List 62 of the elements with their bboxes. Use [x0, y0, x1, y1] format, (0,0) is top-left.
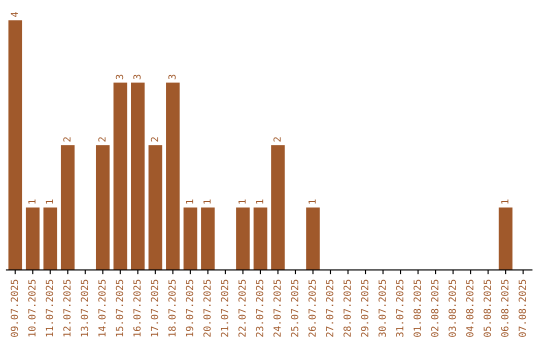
bar [254, 208, 268, 270]
x-tick-label: 13.07.2025 [80, 280, 88, 336]
data-label: 3 [116, 74, 124, 80]
bar [43, 208, 58, 270]
x-tick-label: 15.07.2025 [116, 280, 124, 336]
bar [306, 208, 320, 270]
data-label: 1 [46, 200, 53, 204]
data-label: 2 [150, 137, 158, 142]
bar [60, 145, 75, 270]
bar [271, 145, 285, 270]
data-label: 2 [63, 137, 70, 142]
x-tick-label: 31.07.2025 [396, 280, 404, 337]
data-label: 3 [133, 74, 141, 80]
bar [26, 208, 40, 270]
x-tick-label: 14.07.2025 [98, 280, 106, 336]
bar [113, 82, 128, 270]
data-label: 4 [10, 12, 18, 17]
data-label: 1 [256, 200, 264, 204]
x-tick-label: 12.07.2025 [63, 280, 71, 336]
x-tick-label: 29.07.2025 [361, 280, 368, 337]
x-tick-label: 19.07.2025 [186, 280, 194, 336]
data-label: 1 [204, 200, 211, 204]
data-label: 2 [98, 137, 106, 142]
data-label: 1 [186, 200, 194, 204]
bar [148, 145, 162, 270]
x-tick-label: 11.07.2025 [46, 280, 54, 336]
x-tick-label: 22.07.2025 [238, 280, 246, 337]
x-tick-label: 17.07.2025 [150, 280, 158, 336]
x-tick-label: 10.07.2025 [28, 280, 36, 336]
x-tick-label: 23.07.2025 [256, 280, 264, 337]
x-tick-label: 07.08.2025 [518, 280, 526, 337]
x-tick-label: 02.08.2025 [431, 280, 438, 337]
bar [96, 145, 110, 270]
x-tick-label: 24.07.2025 [273, 280, 281, 337]
data-label: 2 [273, 137, 281, 142]
x-tick-label: 04.08.2025 [466, 280, 474, 337]
data-label: 1 [501, 200, 508, 204]
x-tick-label: 20.07.2025 [203, 280, 211, 337]
bar [236, 208, 250, 270]
x-tick-label: 05.08.2025 [484, 280, 491, 337]
bar [498, 208, 512, 270]
bar [201, 208, 215, 270]
x-tick-label: 27.07.2025 [326, 280, 334, 337]
data-label: 1 [238, 200, 246, 204]
x-tick-label: 30.07.2025 [378, 280, 386, 337]
x-tick-label: 06.08.2025 [501, 280, 508, 337]
x-tick-label: 25.07.2025 [290, 280, 298, 337]
x-tick-label: 16.07.2025 [133, 280, 141, 336]
bar [8, 20, 22, 270]
bar [131, 82, 145, 270]
x-tick-label: 21.07.2025 [220, 280, 228, 337]
bar [184, 208, 198, 270]
x-tick-label: 01.08.2025 [414, 280, 421, 337]
data-label: 1 [308, 200, 316, 204]
x-tick-label: 18.07.2025 [168, 280, 176, 336]
x-tick-label: 28.07.2025 [343, 280, 351, 337]
x-tick-label: 26.07.2025 [308, 280, 316, 337]
data-label: 1 [28, 200, 36, 204]
x-tick-label: 03.08.2025 [448, 280, 456, 337]
bar [166, 82, 180, 270]
x-tick-label: 09.07.2025 [10, 280, 18, 337]
data-label: 3 [168, 74, 176, 80]
